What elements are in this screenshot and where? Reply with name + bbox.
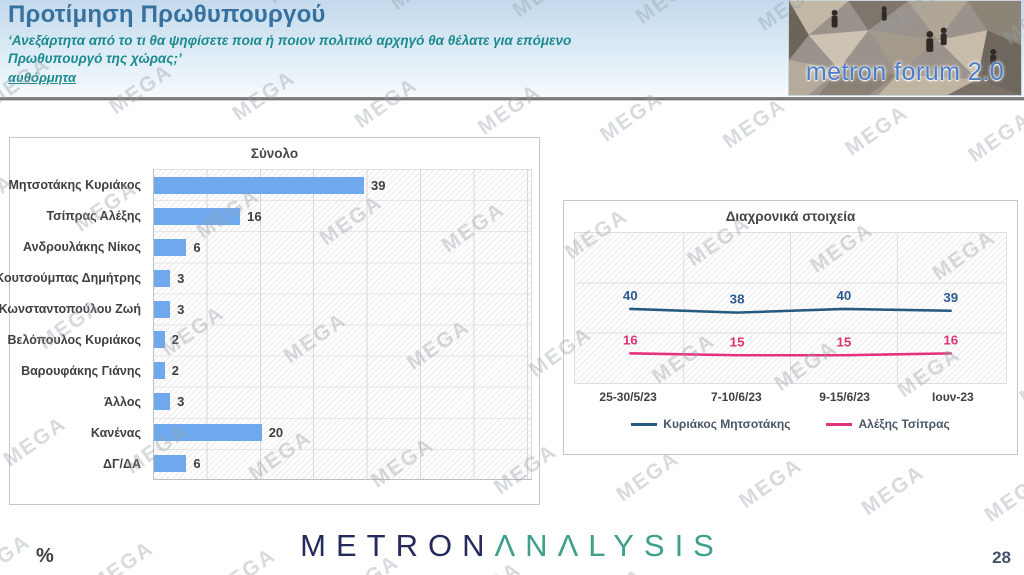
bar-category-label: ΔΓ/ΔΑ <box>103 457 141 472</box>
line-plot-area: 40 38 40 39 16 15 15 16 <box>574 232 1007 384</box>
legend-line-swatch <box>631 422 658 426</box>
logo-text: metron forum 2.0 <box>805 58 1005 86</box>
unit-note: % <box>36 545 54 567</box>
bar-value-label: 16 <box>247 208 262 224</box>
legend-line-swatch <box>826 422 853 426</box>
bar-plot-area: 39 16 6 3 3 2 2 3 20 6 <box>153 169 532 480</box>
watermark-text: MEGA <box>612 446 684 507</box>
bar-category-labels: Μητσοτάκης Κυριάκος Τσίπρας Αλέξης Ανδρουλ… <box>0 169 147 480</box>
watermark-text: MEGA <box>964 107 1024 168</box>
bar <box>154 207 241 225</box>
page-subtitle: ‘Ανεξάρτητα από το τι θα ψηφίσετε ποια ή… <box>8 33 572 66</box>
logo-photo-mosaic <box>789 1 1021 95</box>
bar-chart-title: Σύνολο <box>250 146 299 161</box>
header-text-block: Προτίμηση Πρωθυπουργού ‘Ανεξάρτητα από τ… <box>8 1 738 87</box>
x-axis-tick-label: 9-15/6/23 <box>819 390 870 404</box>
data-label: 16 <box>623 332 638 347</box>
series-line <box>628 352 953 357</box>
data-label: 40 <box>837 288 852 303</box>
header: Προτίμηση Πρωθυπουργού ‘Ανεξάρτητα από τ… <box>0 0 1024 97</box>
data-label: 15 <box>730 334 745 349</box>
bar <box>154 393 171 411</box>
x-axis-tick-label: Ιουν-23 <box>932 390 974 404</box>
bar <box>154 269 171 287</box>
bar <box>154 362 165 380</box>
bar-category-label: Κουτσούμπας Δημήτρης <box>0 270 141 285</box>
bar-value-label: 2 <box>171 363 179 379</box>
watermark-text: MEGA <box>718 93 791 154</box>
bar-row: 16 <box>154 201 531 232</box>
line-chart-svg: 40 38 40 39 16 15 15 16 <box>576 233 1005 383</box>
page-note: αυθόρμητα <box>8 69 76 85</box>
metron-analysis-logo: METRONΛNΛLYSIS <box>0 528 1024 564</box>
bar-row: 39 <box>154 170 531 201</box>
series-line <box>628 307 953 314</box>
watermark-text: MEGA <box>980 467 1024 527</box>
bar-value-label: 6 <box>193 456 201 472</box>
bar-row: 2 <box>154 355 531 386</box>
data-label: 39 <box>943 290 958 305</box>
legend-label: Αλέξης Τσίπρας <box>858 417 950 431</box>
bar-row: 3 <box>154 386 531 417</box>
bar <box>154 300 171 318</box>
watermark-text: MEGA <box>699 571 771 575</box>
bar-category-label: Κανένας <box>90 426 141 441</box>
bar <box>154 238 187 256</box>
bar-value-label: 6 <box>193 239 201 255</box>
data-label: 15 <box>837 334 852 349</box>
bar-row: 3 <box>154 263 531 294</box>
bar-value-label: 3 <box>177 301 185 317</box>
bar-row: 6 <box>154 448 531 479</box>
bar-category-label: Βαρουφάκης Γιάνης <box>21 364 141 379</box>
watermark-text: MEGA <box>735 453 807 513</box>
bar-category-label: Άλλος <box>104 395 141 410</box>
legend-label: Κυριάκος Μητσοτάκης <box>663 417 791 431</box>
brand-word-analysis: ΛNΛLYSIS <box>494 528 724 563</box>
line-x-axis-labels: 25-30/5/23 7-10/6/23 9-15/6/23 Ιουν-23 <box>574 390 1007 404</box>
bar-row: 6 <box>154 232 531 263</box>
data-label: 16 <box>943 332 958 347</box>
bar-row: 3 <box>154 294 531 325</box>
bar-category-label: Τσίπρας Αλέξης <box>46 208 141 223</box>
bar <box>154 455 187 473</box>
bar-row: 2 <box>154 325 531 356</box>
metron-forum-logo: metron forum 2.0 <box>788 0 1022 96</box>
page-title: Προτίμηση Πρωθυπουργού <box>8 1 326 28</box>
legend-item: Κυριάκος Μητσοτάκης <box>631 417 790 431</box>
line-chart-legend: Κυριάκος Μητσοτάκης Αλέξης Τσίπρας <box>564 417 1017 431</box>
bar-value-label: 2 <box>171 332 179 348</box>
x-axis-tick-label: 25-30/5/23 <box>599 390 657 404</box>
line-chart-panel: Διαχρονικά στοιχεία 40 38 40 39 16 15 15 16 25-… <box>563 200 1018 455</box>
bar-value-label: 20 <box>268 425 284 441</box>
people-silhouettes <box>831 6 997 66</box>
header-divider <box>0 97 1024 100</box>
watermark-text: MEGA <box>841 100 913 161</box>
brand-word-metron: METRON <box>300 528 495 563</box>
page-number: 28 <box>992 548 1011 567</box>
bar-chart-panel: Σύνολο Μητσοτάκης Κυριάκος Τσίπρας Αλέξης… <box>0 137 540 505</box>
bar-value-label: 39 <box>371 177 386 193</box>
bar <box>154 424 262 442</box>
line-chart-title: Διαχρονικά στοιχεία <box>725 209 856 224</box>
bar-category-label: Μητσοτάκης Κυριάκος <box>8 177 142 192</box>
bar-value-label: 3 <box>177 394 185 410</box>
data-label: 38 <box>730 292 745 307</box>
bar-row: 20 <box>154 417 531 448</box>
bar-value-label: 3 <box>177 270 185 286</box>
watermark-text: MEGA <box>857 460 929 521</box>
x-axis-tick-label: 7-10/6/23 <box>711 390 762 404</box>
bar-category-label: Βελόπουλος Κυριάκος <box>7 333 141 348</box>
bar-category-label: Ανδρουλάκης Νίκος <box>23 239 141 254</box>
bar-category-label: Κωνσταντοπούλου Ζωή <box>0 301 141 316</box>
data-label: 40 <box>623 288 638 303</box>
bar <box>154 176 365 194</box>
watermark-text: MEGA <box>577 564 649 575</box>
legend-item: Αλέξης Τσίπρας <box>826 417 950 431</box>
bar-rows: 39 16 6 3 3 2 2 3 20 6 <box>154 170 531 479</box>
bar <box>154 331 165 349</box>
